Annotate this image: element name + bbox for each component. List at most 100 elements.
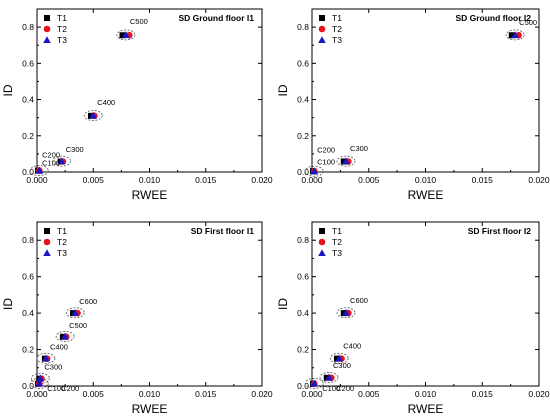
group-ellipse: [36, 352, 56, 364]
x-tick-label: 0.020: [251, 389, 273, 399]
plot-frame: [36, 221, 263, 387]
group-ellipse: [304, 165, 324, 177]
data-point-t3: [42, 354, 50, 362]
data-point-t3: [310, 167, 319, 175]
data-point-t3: [325, 373, 333, 381]
legend-marker-t3: [318, 249, 326, 257]
y-tick-label: 0.8: [22, 235, 34, 245]
x-tick-label: 0.005: [358, 175, 380, 185]
point-annotation: C600: [79, 297, 97, 306]
x-tick-label: 0.000: [26, 389, 48, 399]
y-tick-label: 0.6: [22, 272, 34, 282]
x-tick-label: 0.000: [301, 175, 323, 185]
point-annotation: C100: [47, 384, 65, 393]
x-tick-label: 0.005: [358, 389, 380, 399]
chart-panel-3: 0.000 0.005 0.010 0.015 0.020 0.0 0.2 0.4 0.6 0.8…: [1, 221, 273, 416]
group-ellipse: [336, 307, 356, 319]
y-tick-label: 0.2: [297, 131, 309, 141]
y-tick-label: 0.8: [22, 22, 34, 32]
data-point-t3: [342, 308, 350, 316]
data-point-t3: [57, 157, 66, 165]
x-axis-label: RWEE: [408, 402, 444, 416]
data-point-t1: [508, 32, 515, 39]
y-tick-label: 0.4: [22, 308, 34, 318]
x-tick-label: 0.005: [83, 175, 105, 185]
x-tick-label: 0.015: [472, 175, 494, 185]
legend-label-t2: T2: [57, 24, 67, 34]
legend-marker-t2: [318, 238, 326, 246]
legend-label-t1: T1: [57, 226, 67, 236]
group-ellipse: [55, 331, 75, 342]
x-tick-label: 0.020: [528, 389, 550, 399]
group-ellipse: [29, 165, 49, 176]
y-tick-label: 0.4: [297, 308, 309, 318]
y-axis-label: ID: [276, 298, 290, 310]
point-annotation: C400: [343, 342, 361, 351]
point-annotation: C200: [42, 151, 60, 160]
point-annotation: C500: [130, 17, 148, 26]
chart-panel-2: 0.000 0.005 0.010 0.015 0.020 0.0 0.2 0.4 0.6 0.8…: [276, 8, 550, 202]
data-point-t3: [71, 308, 80, 316]
data-point-t3: [310, 379, 319, 387]
data-point-t3: [511, 31, 519, 38]
x-tick-label: 0.000: [26, 175, 48, 185]
y-tick-label: 0.6: [297, 272, 309, 282]
data-point-t3: [61, 332, 69, 340]
plot-frame: [311, 8, 540, 173]
chart-panel-1: 0.000 0.005 0.010 0.015 0.020 0.0 0.2 0.4 0.6 0.8…: [1, 8, 273, 202]
point-annotation: C300: [350, 144, 368, 153]
group-ellipse: [65, 307, 85, 319]
data-point-t3: [35, 379, 44, 387]
group-ellipse: [505, 29, 525, 41]
y-tick-label: 0.0: [297, 381, 309, 391]
legend-marker-t1: [44, 15, 50, 21]
x-tick-label: 0.000: [301, 389, 323, 399]
legend-marker-t2: [43, 25, 51, 33]
y-tick-label: 0.4: [22, 95, 34, 105]
legend-label-t1: T1: [57, 13, 67, 23]
point-annotation: C300: [333, 361, 351, 370]
point-annotation: C300: [66, 145, 84, 154]
point-annotation: C400: [97, 98, 115, 107]
group-ellipse: [336, 155, 356, 167]
legend-label-t2: T2: [332, 237, 342, 247]
group-ellipse: [52, 155, 72, 167]
point-annotation: C500: [519, 18, 537, 27]
y-axis-label: ID: [1, 298, 15, 310]
x-tick-label: 0.005: [83, 389, 105, 399]
data-point-t3: [36, 374, 45, 382]
y-tick-label: 0.6: [22, 58, 34, 68]
data-point-t3: [122, 31, 130, 38]
legend-label-t3: T3: [57, 248, 67, 258]
legend-marker-t3: [43, 36, 51, 44]
x-tick-label: 0.010: [139, 175, 161, 185]
point-annotation: C100: [317, 157, 335, 166]
data-point-t3: [35, 166, 44, 174]
panel-title: SD First floor I1: [191, 226, 255, 236]
legend-marker-t2: [43, 238, 51, 246]
legend-label-t2: T2: [332, 24, 342, 34]
point-annotation: C500: [69, 321, 87, 330]
point-annotation: C200: [317, 145, 335, 154]
x-tick-label: 0.015: [195, 389, 217, 399]
group-ellipse: [329, 352, 349, 364]
y-axis-label: ID: [276, 84, 290, 96]
group-ellipse: [83, 110, 103, 121]
legend-marker-t2: [318, 25, 326, 33]
x-tick-label: 0.015: [472, 389, 494, 399]
point-annotation: C200: [336, 384, 354, 393]
legend-marker-t3: [43, 249, 51, 257]
point-annotation: C400: [50, 343, 68, 352]
legend-marker-t1: [319, 228, 325, 234]
data-point-t3: [89, 111, 98, 119]
legend-marker-t3: [318, 36, 326, 44]
x-tick-label: 0.010: [415, 389, 437, 399]
x-axis-label: RWEE: [132, 188, 168, 202]
legend-marker-t1: [319, 15, 325, 21]
x-tick-label: 0.020: [251, 175, 273, 185]
y-tick-label: 0.0: [22, 167, 34, 177]
point-annotation: C200: [61, 384, 79, 393]
point-annotation: C300: [44, 363, 62, 372]
legend-label-t1: T1: [332, 13, 342, 23]
